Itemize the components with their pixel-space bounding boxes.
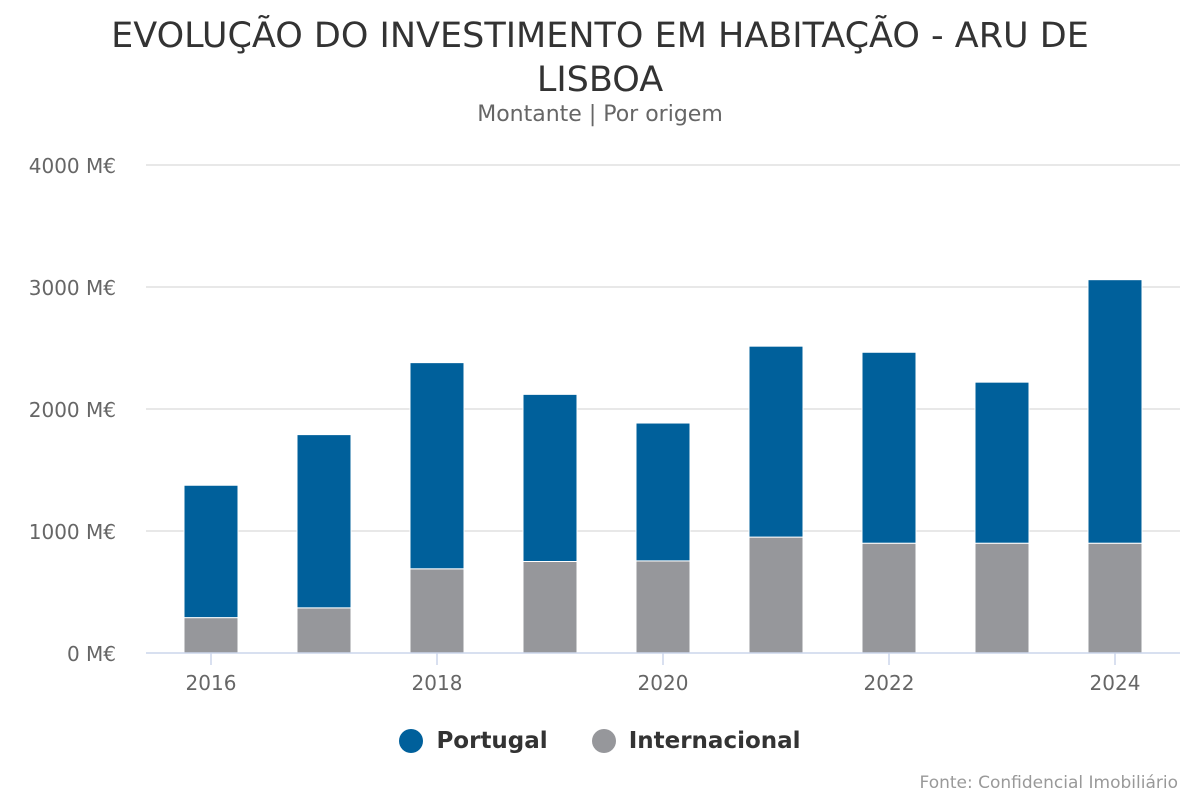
bar-internacional-2023 bbox=[974, 542, 1030, 654]
x-tick-label: 2022 bbox=[864, 671, 915, 695]
legend-label: Portugal bbox=[436, 728, 548, 754]
bar-portugal-2018 bbox=[409, 362, 465, 570]
y-tick-label: 1000 M€ bbox=[29, 520, 116, 544]
bar-portugal-2024 bbox=[1087, 279, 1143, 544]
legend-swatch bbox=[591, 729, 616, 753]
y-tick-label: 4000 M€ bbox=[29, 154, 116, 178]
legend-item-portugal[interactable]: Portugal bbox=[399, 728, 548, 754]
bar-portugal-2016 bbox=[183, 484, 239, 619]
bar-internacional-2018 bbox=[409, 568, 465, 654]
bar-internacional-2020 bbox=[635, 560, 691, 654]
legend-swatch bbox=[399, 729, 424, 753]
bar-internacional-2024 bbox=[1087, 542, 1143, 654]
x-tick-label: 2016 bbox=[186, 671, 237, 695]
bar-portugal-2019 bbox=[522, 393, 578, 562]
bar-portugal-2021 bbox=[748, 345, 804, 538]
legend-label: Internacional bbox=[628, 728, 801, 754]
chart-subtitle: Montante | Por origem bbox=[477, 102, 723, 127]
x-tick-label: 2024 bbox=[1090, 671, 1141, 695]
bar-portugal-2017 bbox=[296, 434, 352, 609]
chart-credits: Fonte: Confidencial Imobiliário bbox=[919, 773, 1178, 793]
bars bbox=[183, 279, 1143, 654]
x-tick-label: 2018 bbox=[412, 671, 463, 695]
chart-title: EVOLUÇÃO DO INVESTIMENTO EM HABITAÇÃO - … bbox=[111, 16, 1089, 100]
axes: 0 M€ 1000 M€ 2000 M€ 3000 M€ 4000 M€ 2016 2018… bbox=[29, 154, 1180, 695]
y-tick-label: 3000 M€ bbox=[29, 276, 116, 300]
y-tick-label: 2000 M€ bbox=[29, 398, 116, 422]
bar-internacional-2021 bbox=[748, 536, 804, 654]
x-tick-label: 2020 bbox=[638, 671, 689, 695]
legend-item-internacional[interactable]: Internacional bbox=[591, 728, 801, 754]
legend: Portugal Internacional bbox=[0, 728, 1200, 754]
bar-portugal-2020 bbox=[635, 422, 691, 562]
bar-internacional-2022 bbox=[861, 542, 917, 654]
bar-portugal-2022 bbox=[861, 351, 917, 544]
bar-internacional-2019 bbox=[522, 561, 578, 654]
bar-internacional-2016 bbox=[183, 617, 239, 654]
bar-portugal-2023 bbox=[974, 381, 1030, 544]
y-tick-label: 0 M€ bbox=[67, 642, 116, 666]
bar-internacional-2017 bbox=[296, 607, 352, 654]
